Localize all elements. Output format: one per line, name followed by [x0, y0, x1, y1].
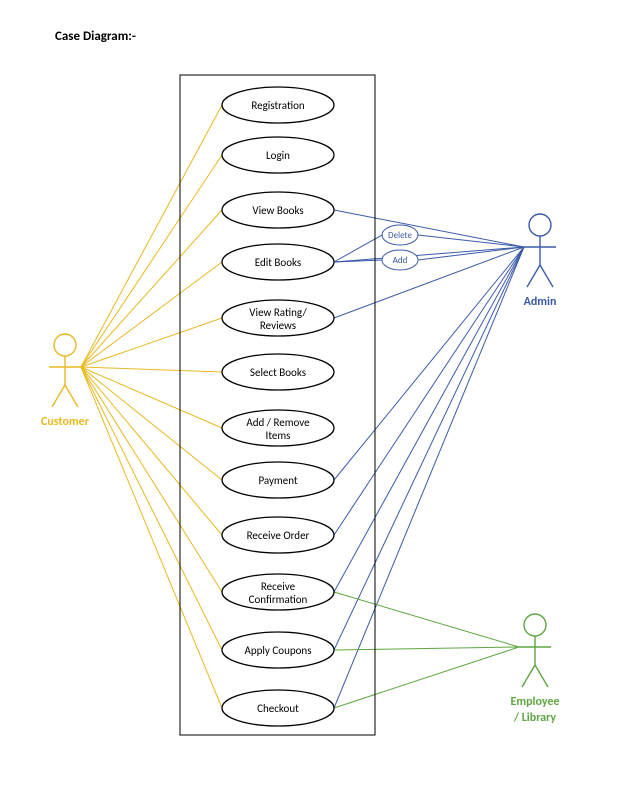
usecase-label-registration: Registration [251, 99, 305, 112]
usecase-label-payment: Payment [258, 474, 297, 487]
actor-label-customer: Customer [41, 415, 90, 429]
usecase-label-delete: Delete [388, 230, 412, 241]
usecase-label-select-books: Select Books [250, 366, 306, 379]
usecase-label-view-rating-1: View Rating/ [249, 306, 307, 319]
usecase-label-receive-conf-2: Confirmation [249, 593, 308, 606]
actor-label-admin: Admin [524, 295, 557, 309]
edges-customer [81, 105, 222, 708]
edges-admin [334, 210, 524, 708]
actor-admin [524, 214, 556, 287]
actor-label-employee-1: Employee [510, 695, 559, 709]
actor-employee [519, 614, 551, 687]
usecase-label-view-books: View Books [252, 204, 303, 217]
actor-customer [49, 334, 81, 407]
usecase-label-checkout: Checkout [257, 702, 299, 715]
usecase-label-edit-books: Edit Books [255, 256, 301, 269]
usecase-label-apply-coupons: Apply Coupons [244, 644, 311, 657]
usecase-label-receive-conf-1: Receive [261, 580, 296, 593]
edges-employee [334, 592, 519, 708]
page-title: Case Diagram:- [55, 29, 136, 44]
usecase-label-add: Add [393, 255, 408, 266]
usecase-label-login: Login [266, 149, 290, 162]
usecase-label-receive-order: Receive Order [247, 529, 310, 542]
usecase-label-add-remove-2: Items [266, 429, 291, 442]
actor-label-employee-2: / Library [513, 711, 557, 725]
usecase-label-add-remove-1: Add / Remove [246, 416, 310, 429]
usecase-label-view-rating-2: Reviews [260, 319, 296, 332]
